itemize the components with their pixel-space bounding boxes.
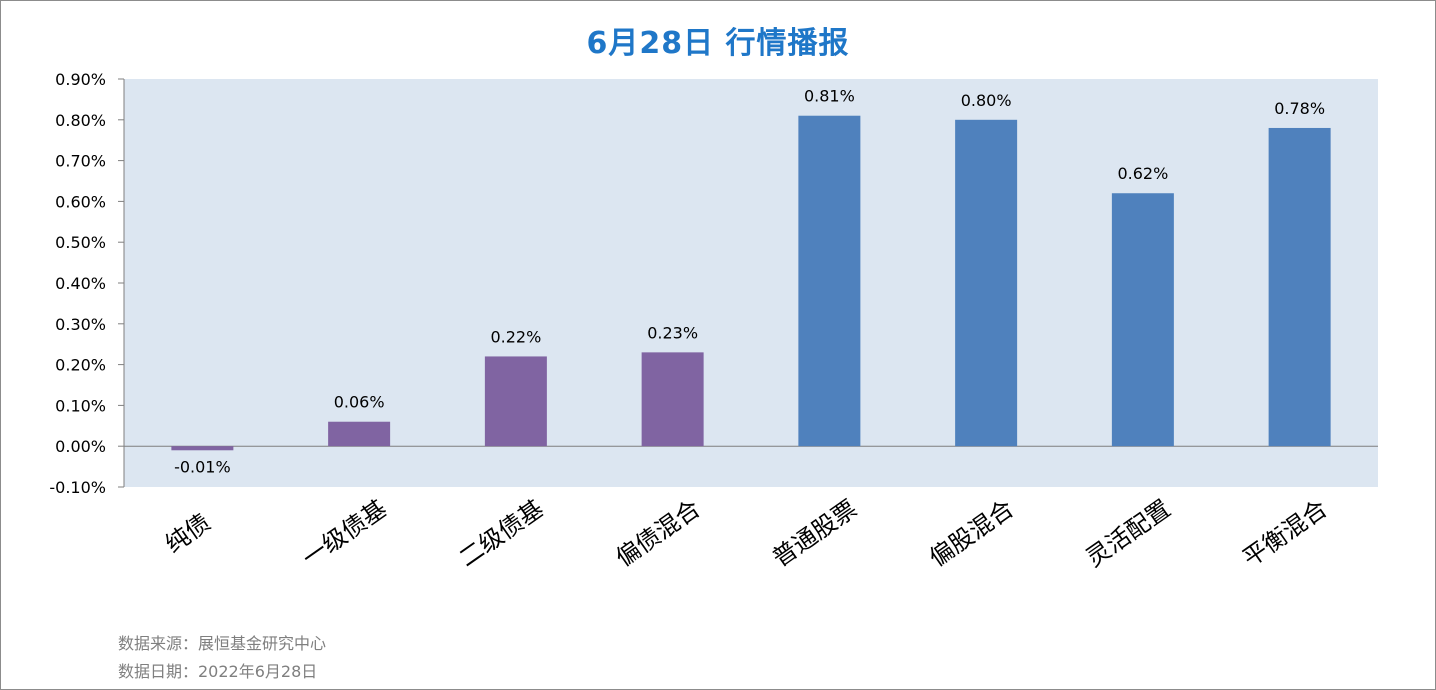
bar bbox=[328, 421, 391, 447]
y-tick-label: 0.50% bbox=[55, 233, 106, 252]
bar bbox=[171, 446, 234, 451]
data-label: 0.78% bbox=[1274, 99, 1325, 118]
bar bbox=[1268, 127, 1331, 447]
data-label: 0.81% bbox=[804, 87, 855, 106]
category-label: 灵活配置 bbox=[1081, 494, 1176, 572]
y-tick-label: 0.40% bbox=[55, 274, 106, 293]
y-tick-label: 0.20% bbox=[55, 356, 106, 375]
data-label: -0.01% bbox=[174, 457, 231, 476]
y-tick-label: 0.70% bbox=[55, 152, 106, 171]
data-label: 0.23% bbox=[647, 323, 698, 342]
category-label: 平衡混合 bbox=[1238, 494, 1333, 572]
data-label: 0.80% bbox=[961, 91, 1012, 110]
category-label: 一级债基 bbox=[297, 494, 392, 572]
data-label: 0.06% bbox=[334, 393, 385, 412]
data-label: 0.22% bbox=[490, 327, 541, 346]
bar bbox=[955, 119, 1018, 447]
y-tick-label: 0.30% bbox=[55, 315, 106, 334]
data-label: 0.62% bbox=[1117, 164, 1168, 183]
footer-date: 数据日期：2022年6月28日 bbox=[118, 662, 318, 681]
footer-source: 数据来源：展恒基金研究中心 bbox=[118, 634, 327, 653]
category-label: 偏债混合 bbox=[611, 494, 706, 572]
category-label: 普通股票 bbox=[767, 494, 862, 572]
category-label: 偏股混合 bbox=[924, 494, 1019, 572]
category-label: 纯债 bbox=[160, 508, 215, 558]
chart-title: 6月28日 行情播报 bbox=[586, 26, 850, 61]
y-tick-label: 0.10% bbox=[55, 396, 106, 415]
bar bbox=[1111, 193, 1174, 447]
plot-area bbox=[124, 79, 1378, 487]
y-tick-label: 0.60% bbox=[55, 192, 106, 211]
bar bbox=[641, 352, 704, 447]
bar bbox=[484, 356, 547, 447]
y-tick-label: -0.10% bbox=[49, 478, 106, 497]
category-label: 二级债基 bbox=[454, 494, 549, 572]
y-tick-label: 0.90% bbox=[55, 70, 106, 89]
y-tick-label: 0.80% bbox=[55, 111, 106, 130]
bar bbox=[798, 115, 861, 447]
y-tick-label: 0.00% bbox=[55, 437, 106, 456]
